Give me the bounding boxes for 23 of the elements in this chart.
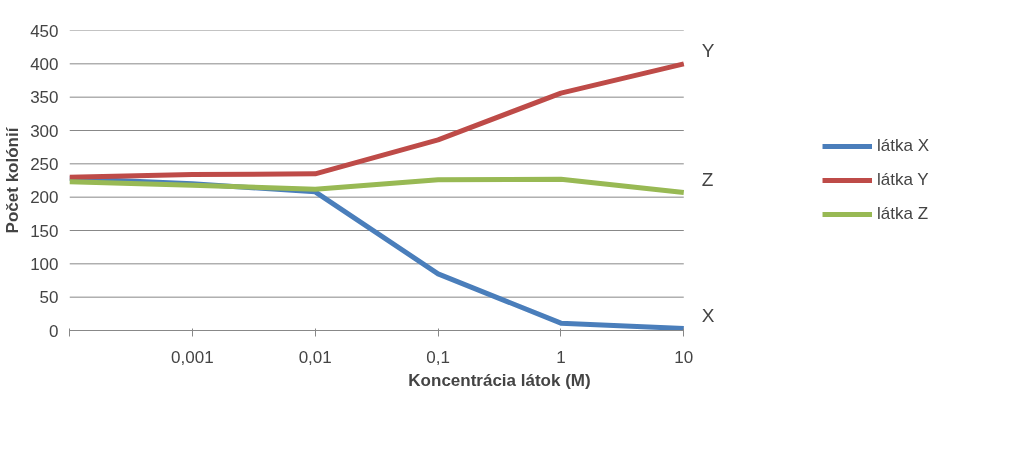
- y-tick-label: 100: [30, 254, 59, 274]
- y-tick-label: 300: [30, 121, 59, 141]
- y-tick-label: 450: [30, 21, 59, 41]
- x-tick-label: 1: [556, 347, 566, 367]
- y-tick-label: 400: [30, 54, 59, 74]
- y-tick-label: 250: [30, 154, 59, 174]
- x-tick-label: 0,01: [298, 347, 332, 367]
- x-tick-label: 0,1: [426, 347, 450, 367]
- y-tick-label: 0: [49, 321, 59, 341]
- x-tick-label: 0,001: [171, 347, 214, 367]
- x-axis-title: Koncentrácia látok (M): [408, 370, 591, 390]
- y-axis-title: Počet kolónií: [3, 126, 23, 234]
- annotation: X: [701, 304, 715, 326]
- annotation: Z: [701, 168, 714, 190]
- y-tick-label: 200: [30, 188, 59, 208]
- legend-label: látka Y: [877, 170, 929, 190]
- legend-label: látka Z: [877, 204, 929, 224]
- y-tick-label: 50: [39, 288, 59, 308]
- annotation: Y: [701, 39, 715, 61]
- legend-label: látka X: [877, 136, 929, 156]
- x-tick-label: 10: [674, 347, 694, 367]
- y-tick-label: 150: [30, 221, 59, 241]
- y-tick-label: 350: [30, 88, 59, 108]
